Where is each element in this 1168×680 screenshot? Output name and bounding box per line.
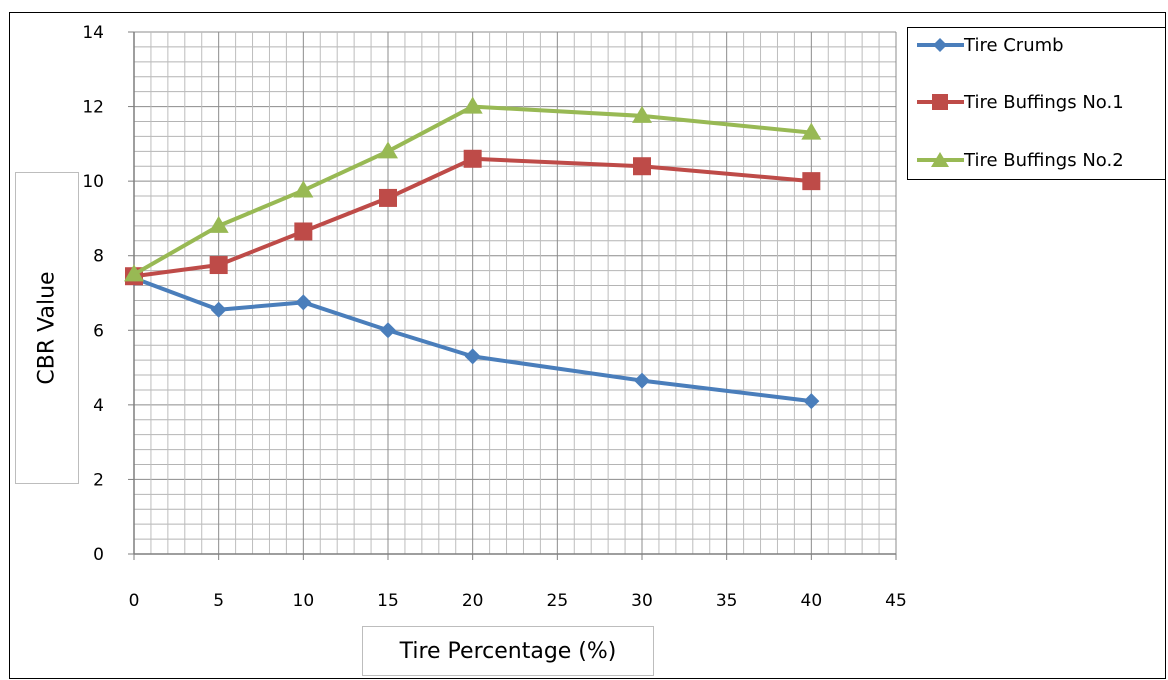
- data-point-square: [633, 157, 651, 176]
- data-point-diamond: [464, 348, 481, 365]
- legend-marker-tire-buffings-no2: [917, 152, 964, 167]
- y-tick-label: 4: [93, 396, 104, 416]
- data-point-square: [463, 149, 482, 168]
- legend: Tire Crumb Tire Buffings No.1 Tire Buffi…: [907, 27, 1166, 180]
- x-tick-label: 5: [213, 591, 224, 611]
- data-point-diamond: [295, 294, 312, 311]
- x-tick-label: 35: [716, 591, 738, 611]
- x-tick-label: 30: [631, 591, 653, 611]
- y-tick-label: 8: [93, 247, 104, 267]
- data-point-triangle: [632, 105, 652, 123]
- legend-label: Tire Crumb: [964, 34, 1064, 56]
- y-tick-label: 2: [93, 470, 104, 490]
- legend-item-tire-crumb: Tire Crumb: [908, 30, 1167, 60]
- x-tick-label: 20: [462, 591, 484, 611]
- y-tick-label: 6: [93, 321, 104, 341]
- data-point-square: [294, 222, 313, 241]
- data-point-triangle: [462, 96, 483, 114]
- y-tick-label: 14: [82, 23, 104, 43]
- data-point-triangle: [124, 264, 144, 282]
- data-point-square: [209, 256, 228, 275]
- x-tick-label: 25: [547, 591, 569, 611]
- data-point-triangle: [293, 180, 314, 198]
- x-axis-title: Tire Percentage (%): [399, 638, 617, 664]
- x-tick-label: 10: [293, 591, 315, 611]
- legend-label: Tire Buffings No.1: [964, 91, 1124, 113]
- data-point-triangle: [801, 122, 822, 140]
- data-point-diamond: [380, 322, 396, 339]
- data-point-triangle: [378, 141, 398, 159]
- x-axis-title-box: Tire Percentage (%): [362, 626, 654, 676]
- legend-item-tire-buffings-no2: Tire Buffings No.2: [908, 145, 1167, 175]
- y-axis-title-box: [15, 172, 79, 484]
- legend-item-tire-buffings-no1: Tire Buffings No.1: [908, 87, 1167, 117]
- legend-label: Tire Buffings No.2: [964, 149, 1124, 171]
- x-tick-label: 15: [377, 591, 399, 611]
- x-tick-label: 40: [801, 591, 823, 611]
- x-tick-label: 0: [129, 591, 140, 611]
- y-tick-label: 10: [82, 172, 104, 192]
- data-point-triangle: [208, 215, 229, 233]
- data-point-diamond: [210, 301, 227, 318]
- legend-marker-tire-crumb: [917, 38, 964, 52]
- y-axis-title: CBR Value: [34, 271, 60, 385]
- y-tick-label: 0: [93, 545, 104, 565]
- data-point-diamond: [803, 393, 820, 410]
- legend-marker-tire-buffings-no1: [917, 94, 964, 110]
- data-point-square: [379, 188, 397, 207]
- y-tick-label: 12: [82, 98, 104, 118]
- x-tick-label: 45: [885, 591, 907, 611]
- data-point-square: [802, 172, 821, 191]
- data-point-diamond: [634, 372, 650, 389]
